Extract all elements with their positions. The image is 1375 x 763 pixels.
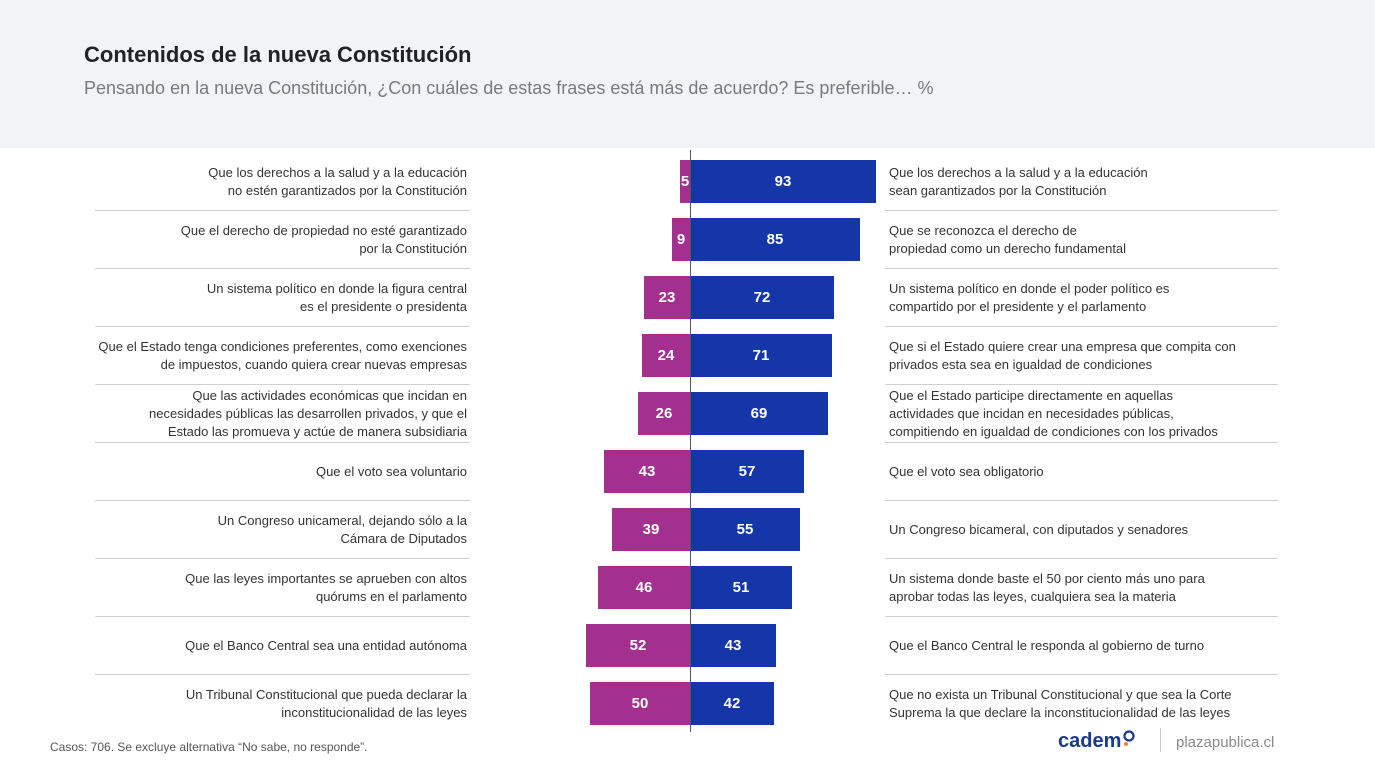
bar-left: 23: [644, 276, 690, 319]
row-separator-right: [885, 616, 1278, 617]
row-separator-right: [885, 210, 1278, 211]
bar-left-value: 26: [655, 405, 673, 422]
bar-left: 5: [680, 160, 690, 203]
row-separator-left: [95, 442, 470, 443]
bar-right: 72: [690, 276, 834, 319]
bar-right: 43: [690, 624, 776, 667]
chart-row: Que los derechos a la salud y a la educa…: [0, 153, 1375, 211]
right-statement-label: Que el Banco Central le responda al gobi…: [889, 638, 1205, 653]
row-separator-left: [95, 384, 470, 385]
row-separator-left: [95, 616, 470, 617]
left-statement-label: Que los derechos a la salud y a la educa…: [208, 165, 467, 198]
chart-row: Que el Banco Central sea una entidad aut…: [0, 617, 1375, 675]
row-separator-right: [885, 674, 1278, 675]
bar-right-value: 42: [723, 695, 741, 712]
right-statement-label: Que el voto sea obligatorio: [889, 464, 1044, 479]
row-separator-right: [885, 500, 1278, 501]
bar-left: 43: [604, 450, 690, 493]
footnote: Casos: 706. Se excluye alternativa “No s…: [50, 740, 368, 754]
right-statement-label: Que no exista un Tribunal Constitucional…: [889, 687, 1232, 720]
chart-title: Contenidos de la nueva Constitución: [84, 42, 472, 67]
bar-left: 24: [642, 334, 690, 377]
row-separator-right: [885, 442, 1278, 443]
site-link[interactable]: plazapublica.cl: [1176, 734, 1275, 751]
left-statement-label: Un sistema político en donde la figura c…: [206, 281, 467, 314]
bar-left-value: 50: [631, 695, 649, 712]
bar-right: 93: [690, 160, 876, 203]
header-band: Contenidos de la nueva Constitución Pens…: [0, 0, 1375, 148]
chart-row: Que el derecho de propiedad no esté gara…: [0, 211, 1375, 269]
bar-right-value: 71: [752, 347, 770, 364]
bar-left-value: 24: [657, 347, 675, 364]
bar-right: 57: [690, 450, 804, 493]
bar-right-value: 43: [724, 637, 742, 654]
logo-divider: [1160, 728, 1161, 752]
chart-row: Que el Estado tenga condiciones preferen…: [0, 327, 1375, 385]
bar-right-value: 55: [736, 521, 754, 538]
left-statement-label: Un Congreso unicameral, dejando sólo a l…: [217, 513, 467, 546]
row-separator-right: [885, 384, 1278, 385]
bar-left-value: 39: [642, 521, 660, 538]
row-separator-right: [885, 558, 1278, 559]
bar-left: 39: [612, 508, 690, 551]
bar-left-value: 46: [635, 579, 653, 596]
bar-right: 85: [690, 218, 860, 261]
chart-subtitle: Pensando en la nueva Constitución, ¿Con …: [84, 78, 934, 98]
center-axis: [690, 150, 691, 732]
bar-right-value: 69: [750, 405, 768, 422]
chart-row: Que las actividades económicas que incid…: [0, 385, 1375, 443]
bar-right: 51: [690, 566, 792, 609]
right-statement-label: Un sistema donde baste el 50 por ciento …: [889, 571, 1205, 604]
bar-right-value: 72: [753, 289, 771, 306]
left-statement-label: Que el Estado tenga condiciones preferen…: [98, 339, 467, 372]
row-separator-right: [885, 268, 1278, 269]
bar-left: 26: [638, 392, 690, 435]
right-statement-label: Que si el Estado quiere crear una empres…: [889, 339, 1236, 372]
bar-left-value: 52: [629, 637, 647, 654]
bar-right: 42: [690, 682, 774, 725]
chart-row: Un Congreso unicameral, dejando sólo a l…: [0, 501, 1375, 559]
bar-left-value: 5: [680, 173, 690, 190]
chart-row: Que el voto sea voluntario 43 57 Que el vot…: [0, 443, 1375, 501]
bar-left-value: 23: [658, 289, 676, 306]
row-separator-right: [885, 326, 1278, 327]
bar-left-value: 9: [676, 231, 686, 248]
right-statement-label: Que se reconozca el derecho de propiedad…: [889, 223, 1127, 256]
left-statement-label: Que el voto sea voluntario: [315, 464, 467, 479]
left-statement-label: Que el derecho de propiedad no esté gara…: [180, 223, 467, 256]
left-statement-label: Que las actividades económicas que incid…: [149, 388, 467, 439]
right-statement-label: Que el Estado participe directamente en …: [889, 388, 1218, 439]
right-statement-label: Un Congreso bicameral, con diputados y s…: [889, 522, 1189, 537]
bar-left: 46: [598, 566, 690, 609]
row-separator-left: [95, 558, 470, 559]
row-separator-left: [95, 500, 470, 501]
chart-row: Un sistema político en donde la figura c…: [0, 269, 1375, 327]
left-statement-label: Que las leyes importantes se aprueben co…: [185, 571, 467, 604]
bar-right-value: 57: [738, 463, 756, 480]
bar-right-value: 51: [732, 579, 750, 596]
right-statement-label: Un sistema político en donde el poder po…: [889, 281, 1170, 314]
logo-text: cadem: [1058, 730, 1122, 752]
bar-left-value: 43: [638, 463, 656, 480]
bar-left: 50: [590, 682, 690, 725]
cadem-logo: cadem: [1058, 730, 1136, 753]
bar-left: 52: [586, 624, 690, 667]
chart-row: Un Tribunal Constitucional que pueda dec…: [0, 675, 1375, 733]
row-separator-left: [95, 674, 470, 675]
row-separator-left: [95, 210, 470, 211]
bar-left: 9: [672, 218, 690, 261]
chart-row: Que las leyes importantes se aprueben co…: [0, 559, 1375, 617]
bar-right-value: 85: [766, 231, 784, 248]
bar-right: 69: [690, 392, 828, 435]
left-statement-label: Un Tribunal Constitucional que pueda dec…: [185, 687, 467, 720]
bar-right-value: 93: [774, 173, 792, 190]
row-separator-left: [95, 268, 470, 269]
bar-right: 55: [690, 508, 800, 551]
left-statement-label: Que el Banco Central sea una entidad aut…: [185, 638, 467, 653]
right-statement-label: Que los derechos a la salud y a la educa…: [889, 165, 1148, 198]
row-separator-left: [95, 326, 470, 327]
bar-right: 71: [690, 334, 832, 377]
